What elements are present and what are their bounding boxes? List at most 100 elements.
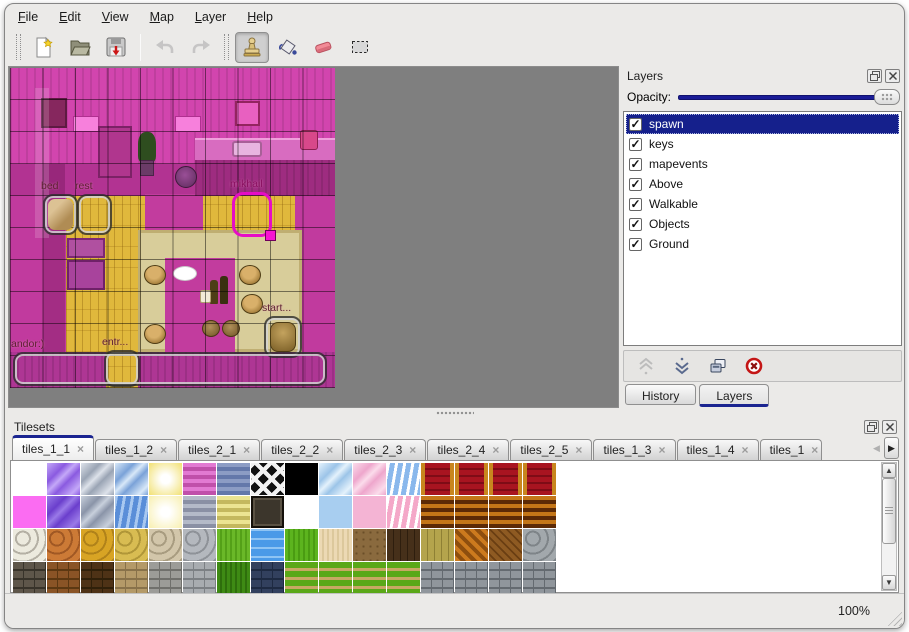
tab-close-icon[interactable]: × [160, 443, 168, 457]
delete-layer-button[interactable] [744, 356, 764, 376]
menu-map[interactable]: Map [149, 10, 174, 24]
tab-close-icon[interactable]: × [811, 443, 819, 457]
tileset-scrollbar[interactable]: ▲ ▼ [881, 462, 897, 591]
tileset-tab-tiles_1_4[interactable]: tiles_1_4 × [676, 439, 759, 460]
map-object-entr[interactable] [104, 350, 140, 387]
tileset-tile[interactable] [421, 562, 454, 594]
tab-close-icon[interactable]: × [409, 443, 417, 457]
open-map-button[interactable] [63, 32, 97, 63]
tileset-tile[interactable] [81, 496, 114, 528]
scrollbar-thumb[interactable] [882, 478, 896, 544]
map-canvas[interactable]: bed rest mikhail start... entr... andor:) [10, 68, 335, 388]
tileset-tile[interactable] [455, 529, 488, 561]
scrollbar-track[interactable] [882, 478, 896, 575]
tileset-tile[interactable] [523, 529, 556, 561]
tileset-tile[interactable] [47, 496, 80, 528]
tileset-tile[interactable] [285, 529, 318, 561]
tileset-tile[interactable] [387, 529, 420, 561]
menu-view[interactable]: View [101, 10, 129, 24]
tileset-tile[interactable] [183, 463, 216, 495]
tileset-tile[interactable] [489, 463, 522, 495]
layer-visibility-checkbox[interactable]: ✓ [629, 137, 642, 151]
layer-visibility-checkbox[interactable]: ✓ [629, 237, 642, 251]
layer-visibility-checkbox[interactable]: ✓ [629, 157, 642, 171]
tileset-tile[interactable] [285, 562, 318, 594]
tileset-tile[interactable] [387, 463, 420, 495]
tileset-tile[interactable] [455, 562, 488, 594]
tileset-tile[interactable] [455, 463, 488, 495]
tileset-tile[interactable] [251, 529, 284, 561]
tileset-tile[interactable] [387, 496, 420, 528]
tileset-tile[interactable] [523, 463, 556, 495]
tileset-tile[interactable] [353, 496, 386, 528]
menu-layer[interactable]: Layer [194, 10, 227, 24]
close-tilesets-button[interactable] [882, 419, 897, 434]
layer-row-mapevents[interactable]: ✓ mapevents [626, 154, 899, 174]
layer-visibility-checkbox[interactable]: ✓ [629, 217, 642, 231]
tileset-tile[interactable] [149, 562, 182, 594]
tab-close-icon[interactable]: × [741, 443, 749, 457]
map-object-rest[interactable] [77, 194, 112, 235]
tileset-tab-tiles_1_3[interactable]: tiles_1_3 × [593, 439, 676, 460]
tileset-tab-tiles_2_3[interactable]: tiles_2_3 × [344, 439, 427, 460]
tileset-tab-tiles_2_4[interactable]: tiles_2_4 × [427, 439, 510, 460]
opacity-slider-handle[interactable] [874, 88, 900, 105]
layer-row-ground[interactable]: ✓ Ground [626, 234, 899, 254]
new-map-button[interactable] [27, 32, 61, 63]
tileset-tile[interactable] [523, 562, 556, 594]
tileset-tile[interactable] [421, 529, 454, 561]
tileset-tile[interactable] [47, 562, 80, 594]
raise-layer-button[interactable] [636, 356, 656, 376]
undo-button[interactable] [148, 32, 182, 63]
tileset-tab-tiles_1_1[interactable]: tiles_1_1 × [12, 435, 95, 460]
tileset-tile[interactable] [489, 529, 522, 561]
map-object-start[interactable] [264, 316, 302, 358]
tileset-tile[interactable] [251, 562, 284, 594]
tileset-tile[interactable] [81, 562, 114, 594]
tileset-tile[interactable] [217, 496, 250, 528]
tileset-tile[interactable] [183, 496, 216, 528]
layer-visibility-checkbox[interactable]: ✓ [629, 197, 642, 211]
tileset-tile[interactable] [217, 562, 250, 594]
map-object-bed[interactable] [43, 194, 78, 235]
tileset-tile[interactable] [149, 529, 182, 561]
tileset-tile[interactable] [353, 529, 386, 561]
dock-tab-history[interactable]: History [625, 384, 697, 405]
map-view[interactable]: bed rest mikhail start... entr... andor:) [8, 66, 619, 408]
tileset-tile[interactable] [47, 529, 80, 561]
object-resize-handle[interactable] [265, 230, 276, 241]
tileset-tile[interactable] [387, 562, 420, 594]
tileset-tile[interactable] [115, 463, 148, 495]
tileset-tile[interactable] [149, 496, 182, 528]
tileset-tile[interactable] [489, 562, 522, 594]
map-object-andor[interactable] [13, 352, 327, 386]
tileset-tab-tiles_2_5[interactable]: tiles_2_5 × [510, 439, 593, 460]
scroll-down-icon[interactable]: ▼ [882, 575, 896, 590]
tileset-tab-tiles_2_1[interactable]: tiles_2_1 × [178, 439, 261, 460]
eraser-button[interactable] [307, 32, 341, 63]
redo-button[interactable] [184, 32, 218, 63]
tileset-tile[interactable] [421, 496, 454, 528]
tileset-tab-tiles_1_2[interactable]: tiles_1_2 × [95, 439, 178, 460]
layer-row-above[interactable]: ✓ Above [626, 174, 899, 194]
dock-tab-layers[interactable]: Layers [699, 384, 770, 407]
tileset-tile[interactable] [353, 562, 386, 594]
tileset-tile[interactable] [319, 562, 352, 594]
lower-layer-button[interactable] [672, 356, 692, 376]
tileset-tile[interactable] [81, 463, 114, 495]
tileset-tile[interactable] [47, 463, 80, 495]
tab-close-icon[interactable]: × [326, 443, 334, 457]
tileset-tile[interactable] [285, 496, 318, 528]
tileset-tab-tiles_1[interactable]: tiles_1 × [759, 439, 822, 460]
scroll-tabs-right-icon[interactable]: ▶ [884, 437, 899, 459]
float-dock-button[interactable] [867, 68, 882, 83]
tileset-tile[interactable] [217, 463, 250, 495]
tab-close-icon[interactable]: × [77, 442, 85, 456]
layer-row-walkable[interactable]: ✓ Walkable [626, 194, 899, 214]
bucket-fill-button[interactable] [271, 32, 305, 63]
tileset-tile[interactable] [251, 496, 284, 528]
tileset-tile[interactable] [183, 562, 216, 594]
menu-help[interactable]: Help [247, 10, 273, 24]
tab-close-icon[interactable]: × [658, 443, 666, 457]
tab-close-icon[interactable]: × [243, 443, 251, 457]
